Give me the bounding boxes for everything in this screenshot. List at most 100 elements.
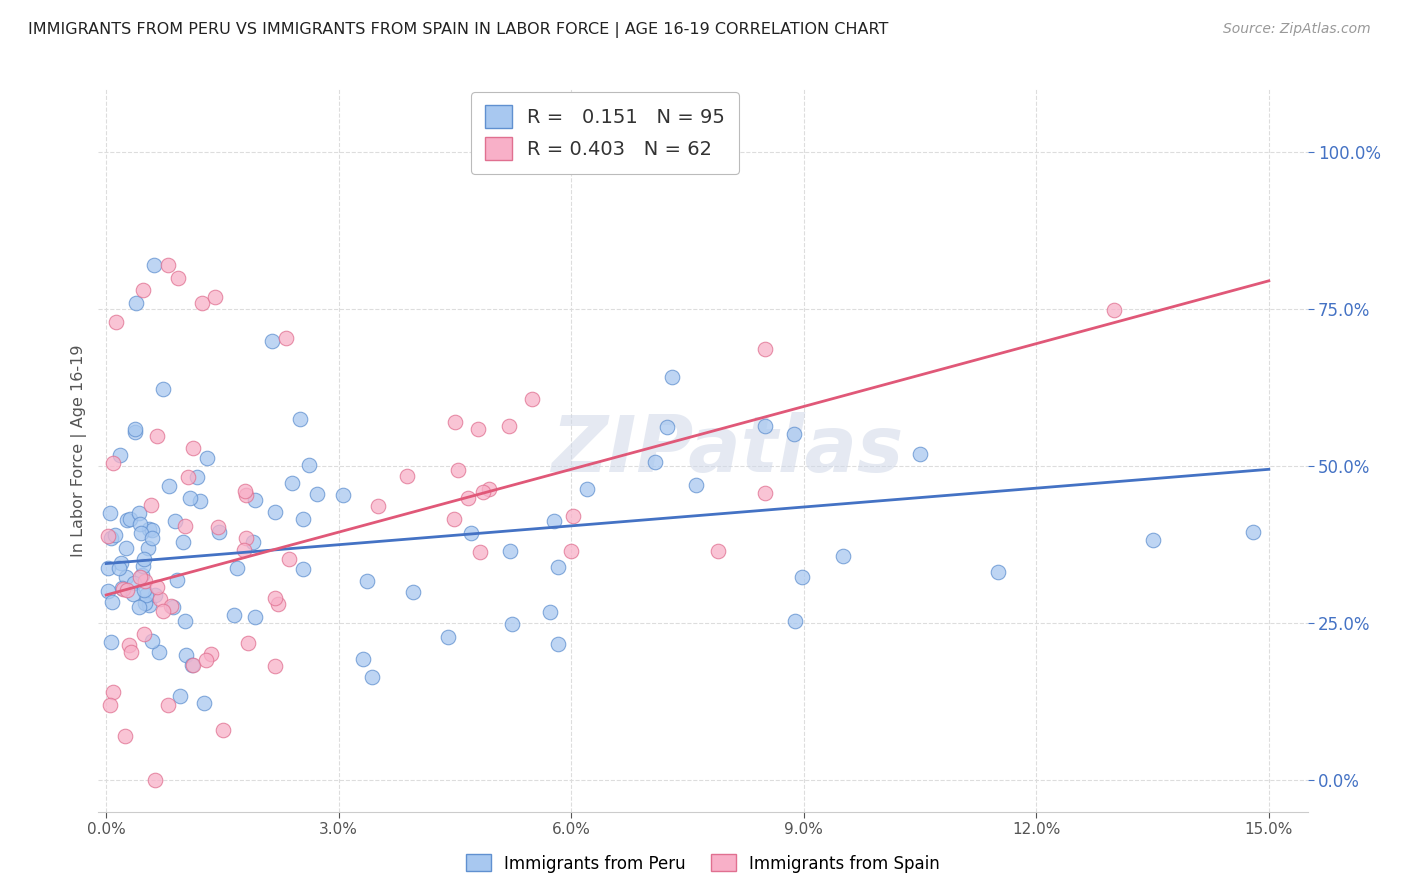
Point bbox=[156, 258, 179, 272]
Point bbox=[97, 583, 120, 598]
Point bbox=[132, 552, 155, 566]
Point bbox=[138, 598, 160, 612]
Point bbox=[152, 604, 174, 618]
Point bbox=[152, 382, 174, 396]
Point bbox=[281, 475, 304, 490]
Point bbox=[179, 491, 201, 505]
Point bbox=[118, 512, 141, 526]
Point bbox=[166, 574, 188, 588]
Point bbox=[986, 565, 1008, 579]
Point bbox=[520, 392, 543, 406]
Point bbox=[267, 597, 290, 611]
Point bbox=[181, 657, 204, 672]
Point bbox=[124, 576, 146, 591]
Point bbox=[101, 685, 124, 699]
Legend: Immigrants from Peru, Immigrants from Spain: Immigrants from Peru, Immigrants from Sp… bbox=[460, 847, 946, 880]
Point bbox=[792, 570, 814, 584]
Point bbox=[118, 639, 141, 653]
Point bbox=[657, 420, 679, 434]
Point bbox=[478, 482, 501, 496]
Point bbox=[132, 626, 155, 640]
Point bbox=[136, 541, 159, 556]
Point bbox=[174, 614, 197, 628]
Point bbox=[575, 482, 598, 496]
Point bbox=[457, 491, 479, 505]
Point bbox=[356, 574, 378, 589]
Point bbox=[233, 542, 256, 557]
Point bbox=[444, 415, 467, 429]
Point bbox=[224, 608, 246, 623]
Point bbox=[163, 514, 186, 528]
Point bbox=[107, 561, 129, 575]
Point bbox=[100, 635, 122, 649]
Point bbox=[195, 450, 218, 465]
Point bbox=[135, 588, 157, 602]
Text: ZIPatlas: ZIPatlas bbox=[551, 412, 903, 489]
Point bbox=[200, 647, 222, 661]
Point bbox=[115, 541, 138, 556]
Point bbox=[908, 447, 931, 461]
Point bbox=[499, 544, 522, 558]
Y-axis label: In Labor Force | Age 16-19: In Labor Force | Age 16-19 bbox=[72, 344, 87, 557]
Point bbox=[112, 582, 135, 596]
Point bbox=[141, 524, 163, 538]
Point bbox=[143, 258, 166, 272]
Point bbox=[193, 696, 215, 710]
Point bbox=[235, 483, 257, 498]
Point bbox=[114, 570, 136, 584]
Point bbox=[159, 599, 181, 613]
Point bbox=[754, 485, 776, 500]
Point bbox=[97, 560, 120, 574]
Point bbox=[117, 513, 139, 527]
Point bbox=[305, 487, 328, 501]
Point bbox=[562, 508, 585, 523]
Point bbox=[190, 295, 212, 310]
Point bbox=[402, 585, 425, 599]
Point bbox=[131, 568, 153, 582]
Point bbox=[352, 651, 374, 665]
Point bbox=[124, 425, 146, 439]
Point bbox=[361, 670, 384, 684]
Point bbox=[104, 315, 127, 329]
Point bbox=[472, 484, 495, 499]
Point bbox=[547, 560, 569, 574]
Point bbox=[110, 448, 132, 462]
Point bbox=[204, 289, 226, 303]
Point bbox=[437, 630, 460, 644]
Point bbox=[367, 499, 389, 513]
Point bbox=[156, 698, 179, 712]
Point bbox=[101, 456, 124, 470]
Point bbox=[225, 560, 247, 574]
Point bbox=[149, 592, 172, 607]
Point bbox=[128, 506, 150, 520]
Point bbox=[128, 600, 150, 615]
Point bbox=[242, 534, 264, 549]
Point bbox=[460, 525, 482, 540]
Point bbox=[207, 520, 229, 534]
Point bbox=[443, 512, 465, 526]
Point bbox=[143, 773, 166, 788]
Point bbox=[498, 419, 520, 434]
Point bbox=[188, 493, 211, 508]
Point bbox=[157, 479, 180, 493]
Point bbox=[235, 488, 257, 502]
Point bbox=[129, 526, 152, 541]
Point bbox=[547, 637, 569, 651]
Point bbox=[134, 574, 156, 588]
Point bbox=[141, 532, 163, 546]
Point bbox=[104, 527, 127, 541]
Point bbox=[783, 426, 806, 441]
Point bbox=[831, 549, 853, 564]
Point bbox=[162, 600, 184, 615]
Point bbox=[169, 689, 191, 703]
Point bbox=[117, 583, 139, 598]
Point bbox=[211, 723, 233, 737]
Point bbox=[98, 698, 121, 712]
Point bbox=[1142, 533, 1164, 547]
Point bbox=[685, 477, 707, 491]
Point bbox=[174, 648, 197, 662]
Point bbox=[139, 498, 162, 512]
Point bbox=[129, 570, 152, 584]
Point bbox=[446, 463, 468, 477]
Point bbox=[122, 587, 145, 601]
